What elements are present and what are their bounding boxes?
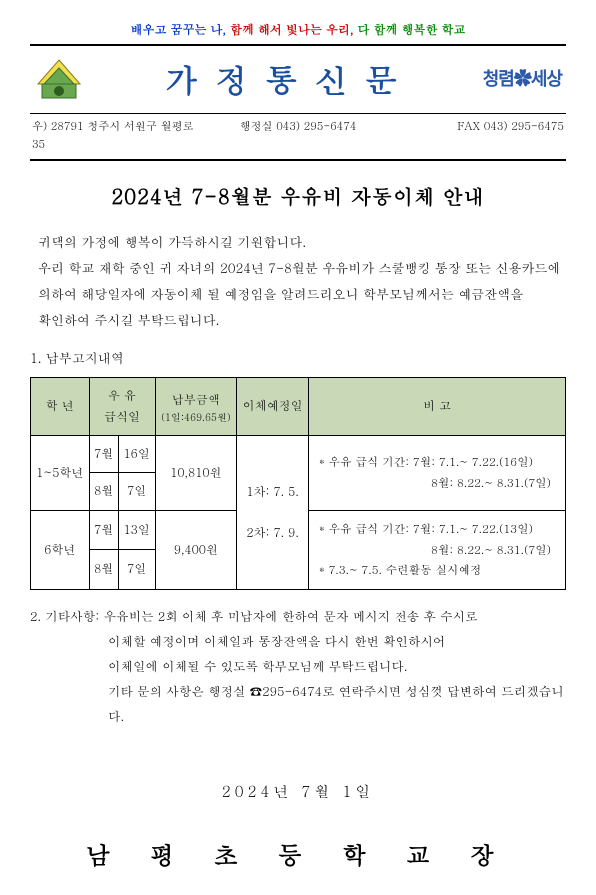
notice-title: 2024년 7-8월분 우유비 자동이체 안내 (30, 179, 566, 213)
note2-line2: 8월: 8.22.~ 8.31.(7일) (319, 542, 551, 558)
integrity-brand: 청렴✿세상 (483, 64, 562, 95)
etc-line-3: 이체일에 이체될 수 있도록 학부모님께 부탁드립니다. (30, 654, 566, 679)
cell-grade-6: 6학년 (31, 510, 90, 589)
th-grade: 학 년 (31, 378, 90, 436)
cell-note-1: * 우유 급식 기간: 7월: 7.1.~ 7.22.(16일) 8월: 8.2… (308, 436, 565, 511)
etc-section: 2. 기타사항: 우유비는 2회 이체 후 미납자에 한하여 문자 메시지 전송… (30, 604, 566, 729)
body-line-3: 의하여 해당일자에 자동이체 될 예정임을 알려드리오니 학부모님께서는 예금잔… (30, 281, 566, 307)
sched-line-1: 1차: 7. 5. (246, 483, 298, 500)
section1-heading: 1. 납부고지내역 (30, 347, 566, 369)
etc-line-4: 기타 문의 사항은 행정실 ☎295-6474로 연락주시면 성심껏 답변하여 … (30, 679, 566, 729)
th-schedule: 이체예정일 (237, 378, 309, 436)
cell-amount-1: 10,810원 (155, 436, 237, 511)
note1-line2: 8월: 8.22.~ 8.31.(7일) (319, 475, 551, 491)
th-milk-l1: 우 유 (108, 387, 136, 404)
etc-line-1: 2. 기타사항: 우유비는 2회 이체 후 미납자에 한하여 문자 메시지 전송… (30, 607, 478, 625)
th-milk-l2: 급식일 (104, 408, 140, 425)
cell-grade-1-5: 1~5학년 (31, 436, 90, 511)
cell-days: 7일 (118, 550, 155, 590)
cell-days: 16일 (118, 436, 155, 473)
th-amt-l2: (1일:469.65원) (160, 411, 233, 423)
principal-signature: 남 평 초 등 학 교 장 (30, 834, 566, 875)
issue-date: 2024년 7월 1일 (30, 779, 566, 805)
body-line-4: 확인하여 주시길 부탁드립니다. (30, 307, 566, 333)
cell-days: 7일 (118, 473, 155, 510)
note1-line1: * 우유 급식 기간: 7월: 7.1.~ 7.22.(16일) (319, 454, 533, 470)
cell-days: 13일 (118, 510, 155, 550)
note2-line3: * 7.3.~ 7.5. 수련활동 실시예정 (319, 562, 482, 578)
header-banner: 가정통신문 청렴✿세상 (30, 44, 566, 113)
slogan-part-3: 다 함께 행복한 학교 (354, 21, 466, 38)
address-left: 우) 28791 청주시 서원구 월평로 35 (32, 118, 209, 155)
cell-month: 7월 (89, 510, 118, 550)
cell-month: 7월 (89, 436, 118, 473)
address-center: 행정실 043) 295-6474 (209, 118, 386, 155)
slogan-part-2: 함께 해서 빛나는 우리, (226, 21, 354, 38)
body-paragraph: 귀댁의 가정에 행복이 가득하시길 기원합니다. 우리 학교 재학 중인 귀 자… (30, 229, 566, 333)
address-row: 우) 28791 청주시 서원구 월평로 35 행정실 043) 295-647… (30, 114, 566, 161)
slogan-line: 배우고 꿈꾸는 나, 함께 해서 빛나는 우리, 다 함께 행복한 학교 (30, 20, 566, 40)
th-note: 비 고 (308, 378, 565, 436)
body-line-2: 우리 학교 재학 중인 귀 자녀의 2024년 7-8월분 우유비가 스쿨뱅킹 … (30, 255, 566, 281)
address-right: FAX 043) 295-6475 (387, 118, 564, 155)
cell-amount-2: 9,400원 (155, 510, 237, 589)
school-logo-icon (34, 58, 84, 102)
cell-note-2: * 우유 급식 기간: 7월: 7.1.~ 7.22.(13일) 8월: 8.2… (308, 510, 565, 589)
payment-table: 학 년 우 유 급식일 납부금액 (1일:469.65원) 이체예정일 비 고 … (30, 377, 566, 590)
cell-schedule: 1차: 7. 5. 2차: 7. 9. (237, 436, 309, 590)
cell-month: 8월 (89, 550, 118, 590)
sched-line-2: 2차: 7. 9. (246, 524, 298, 541)
letter-title: 가정통신문 (84, 52, 483, 106)
th-milk: 우 유 급식일 (89, 378, 155, 436)
cell-month: 8월 (89, 473, 118, 510)
note2-line1: * 우유 급식 기간: 7월: 7.1.~ 7.22.(13일) (319, 521, 533, 537)
th-amt-l1: 납부금액 (172, 391, 220, 408)
etc-line-2: 이체할 예정이며 이체일과 통장잔액을 다시 한번 확인하시어 (30, 629, 566, 654)
slogan-part-1: 배우고 꿈꾸는 나, (131, 21, 227, 38)
th-amount: 납부금액 (1일:469.65원) (155, 378, 237, 436)
body-line-1: 귀댁의 가정에 행복이 가득하시길 기원합니다. (30, 229, 566, 255)
